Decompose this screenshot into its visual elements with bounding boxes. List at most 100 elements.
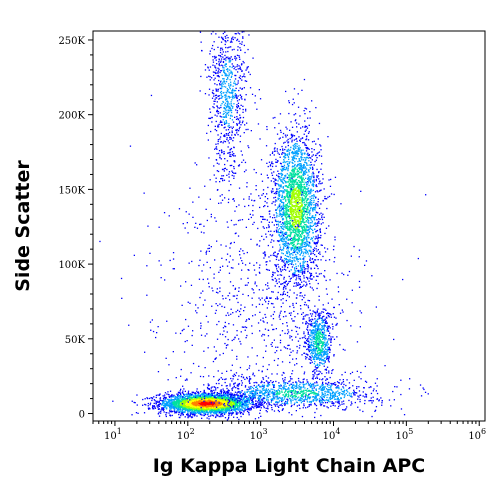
- event-point: [284, 156, 287, 159]
- event-point: [158, 411, 160, 413]
- event-point: [309, 272, 311, 274]
- event-point: [131, 400, 133, 402]
- event-point: [317, 201, 319, 203]
- event-point: [281, 238, 283, 241]
- event-point: [304, 126, 306, 128]
- event-point: [173, 403, 175, 405]
- event-point: [310, 272, 313, 275]
- event-point: [296, 248, 298, 251]
- event-point: [205, 413, 207, 415]
- event-point: [298, 205, 300, 208]
- event-point: [239, 401, 241, 404]
- event-point: [291, 175, 293, 177]
- event-point: [209, 394, 212, 396]
- event-point: [264, 200, 266, 203]
- event-point: [199, 391, 202, 393]
- event-point: [234, 405, 236, 408]
- event-point: [112, 400, 114, 402]
- event-point: [305, 221, 307, 223]
- event-point: [302, 173, 305, 175]
- event-point: [278, 187, 281, 190]
- event-point: [287, 266, 289, 269]
- event-point: [244, 404, 246, 407]
- event-point: [234, 394, 236, 396]
- event-point: [186, 402, 189, 405]
- event-point: [212, 407, 214, 410]
- event-point: [299, 278, 301, 280]
- event-point: [276, 268, 278, 270]
- event-point: [178, 402, 180, 404]
- event-point: [203, 406, 205, 408]
- event-point: [325, 227, 328, 229]
- event-point: [287, 245, 289, 248]
- event-point: [189, 410, 191, 412]
- event-point: [290, 198, 292, 200]
- event-point: [300, 176, 303, 178]
- event-point: [176, 410, 178, 412]
- event-point: [199, 408, 201, 410]
- event-point: [283, 223, 285, 225]
- event-point: [198, 395, 200, 398]
- event-point: [202, 404, 204, 406]
- event-point: [239, 395, 241, 397]
- event-point: [312, 183, 314, 185]
- event-point: [283, 178, 285, 180]
- event-point: [223, 400, 225, 402]
- event-point: [300, 210, 303, 212]
- event-point: [194, 392, 196, 394]
- event-point: [187, 409, 190, 411]
- event-point: [317, 259, 319, 261]
- event-point: [230, 414, 233, 416]
- event-point: [240, 395, 242, 398]
- event-point: [296, 182, 298, 184]
- event-point: [280, 176, 282, 178]
- event-point: [259, 409, 261, 411]
- event-point: [180, 407, 182, 409]
- event-point: [223, 391, 226, 393]
- event-point: [303, 153, 306, 155]
- event-point: [184, 401, 187, 403]
- event-point: [168, 404, 170, 406]
- event-point: [261, 404, 263, 407]
- event-point: [282, 149, 284, 151]
- event-point: [210, 391, 212, 393]
- event-point: [221, 403, 223, 405]
- event-point: [306, 208, 308, 210]
- event-point: [303, 275, 305, 277]
- event-point: [292, 159, 295, 161]
- event-point: [193, 410, 196, 412]
- event-point: [280, 165, 283, 167]
- event-point: [283, 247, 285, 250]
- event-point: [220, 403, 223, 406]
- event-point: [178, 411, 180, 414]
- event-point: [142, 398, 144, 401]
- event-point: [308, 222, 310, 224]
- event-point: [207, 406, 209, 408]
- event-point: [214, 400, 216, 402]
- event-point: [209, 403, 212, 405]
- event-point: [298, 237, 300, 239]
- event-point: [303, 172, 305, 174]
- event-point: [271, 234, 274, 236]
- event-point: [304, 144, 306, 146]
- event-point: [293, 241, 295, 243]
- event-point: [277, 197, 279, 199]
- event-point: [262, 400, 264, 402]
- event-point: [248, 412, 250, 414]
- event-point: [136, 404, 138, 406]
- event-point: [297, 160, 299, 163]
- event-point: [295, 183, 298, 185]
- event-point: [279, 190, 281, 192]
- event-point: [287, 210, 290, 212]
- event-point: [212, 411, 215, 414]
- event-point: [220, 413, 223, 416]
- event-point: [191, 416, 194, 418]
- event-point: [285, 190, 287, 192]
- event-point: [299, 262, 301, 264]
- event-point: [204, 392, 206, 395]
- event-point: [272, 188, 274, 190]
- event-point: [175, 411, 178, 414]
- event-point: [289, 278, 292, 280]
- event-point: [167, 398, 169, 401]
- event-point: [315, 255, 318, 258]
